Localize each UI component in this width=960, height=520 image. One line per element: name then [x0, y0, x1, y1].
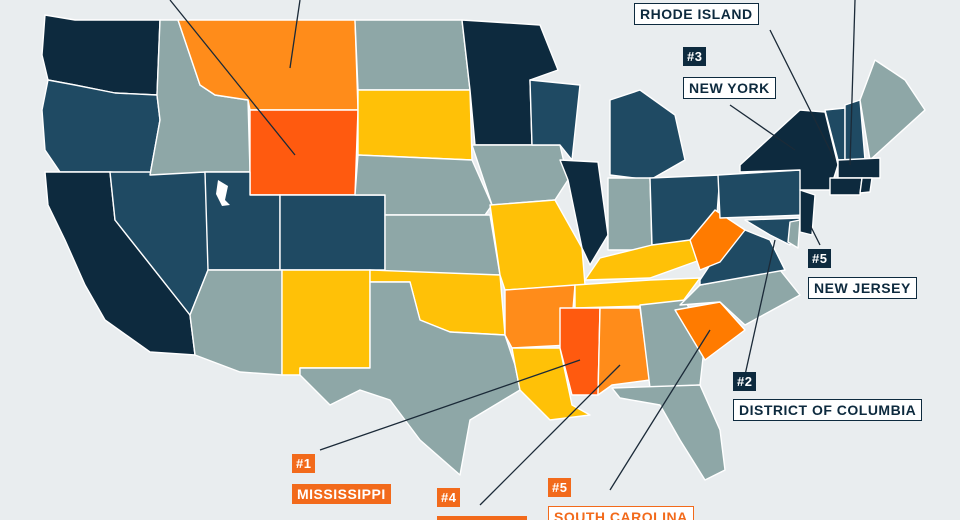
leader-line [479, 364, 621, 506]
state-name-label: DISTRICT OF COLUMBIA [733, 399, 923, 421]
rank-badge: #5 [548, 478, 572, 497]
leader-line [729, 104, 796, 151]
state-new-mexico[interactable] [281, 269, 371, 376]
state-name-label: RHODE ISLAND [634, 3, 759, 25]
leader-line [289, 0, 301, 69]
state-massachusetts[interactable] [837, 157, 881, 179]
state-arkansas[interactable] [504, 284, 576, 349]
leader-line [609, 329, 711, 491]
state-south-dakota[interactable] [357, 89, 473, 161]
state-west-virginia[interactable] [689, 209, 746, 271]
rank-badge: #3 [683, 47, 707, 66]
state-tennessee[interactable] [574, 277, 701, 309]
state-missouri[interactable] [489, 199, 586, 291]
leader-line [169, 0, 296, 156]
state-north-dakota[interactable] [354, 19, 471, 91]
state-colorado[interactable] [279, 194, 386, 271]
state-pennsylvania[interactable] [717, 169, 806, 219]
state-rhode-island[interactable] [859, 177, 873, 194]
leader-line [769, 29, 836, 161]
state-indiana[interactable] [607, 177, 653, 251]
leader-line [849, 0, 856, 166]
state-name-label: SOUTH CAROLINA [548, 506, 694, 520]
state-name-label: MISSISSIPPI [292, 484, 391, 504]
state-new-jersey[interactable] [799, 189, 816, 236]
rank-badge: #5 [808, 249, 832, 268]
leader-line [744, 239, 776, 376]
state-name-label: NEW JERSEY [808, 277, 917, 299]
state-wisconsin[interactable] [529, 79, 581, 161]
state-connecticut[interactable] [829, 177, 863, 196]
rank-badge: #1 [292, 454, 316, 473]
state-maryland[interactable] [744, 217, 801, 246]
state-delaware[interactable] [787, 219, 801, 249]
state-maine[interactable] [859, 59, 926, 161]
state-texas[interactable] [299, 281, 521, 476]
state-name-label: NEW YORK [683, 77, 776, 99]
lake-icon [216, 180, 230, 206]
leader-line [319, 359, 581, 451]
rank-badge: #4 [437, 488, 461, 507]
rank-badge: #2 [733, 372, 757, 391]
state-mississippi[interactable] [559, 307, 601, 396]
state-michigan[interactable] [609, 89, 686, 181]
state-illinois[interactable] [559, 159, 609, 266]
state-name-label [437, 516, 527, 520]
state-oregon[interactable] [41, 79, 161, 176]
state-wyoming[interactable] [249, 109, 359, 196]
state-florida[interactable] [611, 384, 726, 481]
leader-line [809, 224, 821, 246]
state-kansas[interactable] [384, 214, 501, 276]
state-arizona[interactable] [189, 269, 283, 376]
